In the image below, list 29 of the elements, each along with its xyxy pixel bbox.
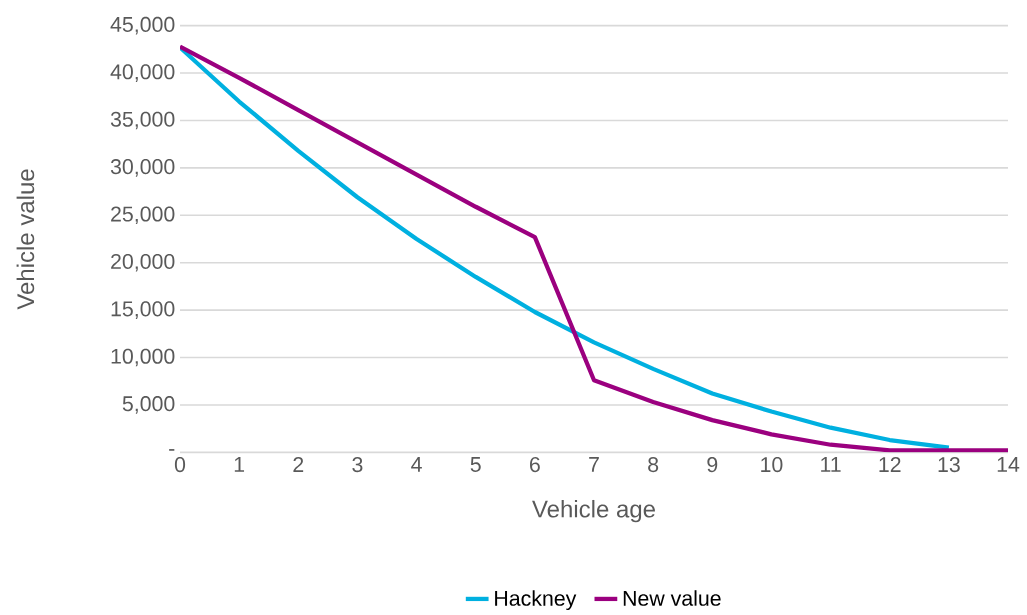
y-tick-label: 15,000	[111, 301, 175, 319]
y-tick-label: 10,000	[111, 348, 175, 367]
y-tick-label: 45,000	[110, 16, 175, 35]
x-tick-label: 12	[879, 457, 901, 472]
x-tick-label: 14	[997, 457, 1020, 472]
y-axis-title: Vehicle value	[16, 169, 35, 310]
y-tick-label: 40,000	[110, 64, 175, 82]
x-tick-label: 2	[293, 457, 304, 472]
x-tick-label: 11	[821, 457, 841, 472]
y-tick-label: 35,000	[110, 111, 175, 130]
x-tick-label: 10	[761, 457, 783, 473]
legend-label: Hackney	[495, 590, 577, 611]
x-tick-label: 8	[648, 457, 659, 473]
x-tick-label: 1	[234, 457, 245, 472]
legend-label: New value	[623, 590, 721, 606]
x-tick-label: 9	[707, 457, 718, 473]
y-tick-label: -	[169, 449, 175, 451]
x-tick-label: 0	[174, 457, 186, 473]
x-tick-label: 5	[470, 457, 481, 472]
y-tick-label: 20,000	[111, 253, 175, 272]
x-axis-title: Vehicle age	[532, 499, 655, 523]
x-tick-label: 7	[589, 457, 599, 472]
x-tick-label: 13	[938, 457, 960, 473]
x-tick-label: 3	[352, 457, 363, 473]
y-tick-label: 5,000	[122, 396, 175, 414]
y-tick-label: 30,000	[110, 159, 175, 177]
y-tick-label: 25,000	[111, 206, 175, 225]
x-tick-label: 4	[411, 457, 422, 472]
x-tick-label: 6	[530, 457, 540, 473]
